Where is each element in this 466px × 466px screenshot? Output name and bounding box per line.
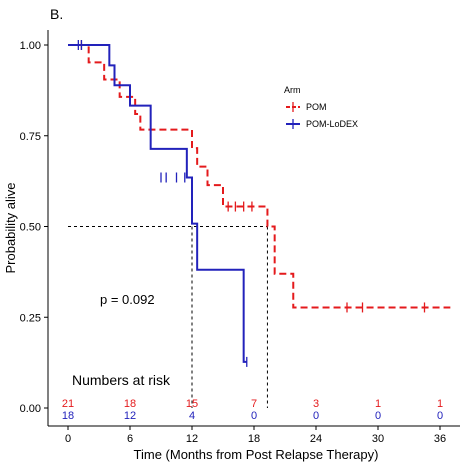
x-tick-label: 18 [248,433,260,445]
axes [47,30,460,427]
risk-table: 21 18 15 7 3 1 118 12 4 0 0 0 0 [62,398,443,422]
p-value-annotation: p = 0.092 [100,292,155,307]
legend-title: Arm [284,85,301,95]
risk-count: 3 [313,398,319,410]
x-ticks: 0 6 12 18 24 30 36 [65,426,446,445]
risk-count: 1 [375,398,381,410]
survival-curves [68,44,451,363]
legend-item: POM-LoDEX [286,119,358,129]
x-tick-label: 36 [434,433,446,445]
x-tick-label: 12 [186,433,198,445]
survival-curve-pom [68,44,451,309]
y-tick-label: 0.25 [20,312,41,324]
panel-label: B. [50,6,63,22]
y-tick-label: 0.50 [20,222,41,234]
risk-count: 0 [251,410,257,422]
risk-count: 12 [124,410,136,422]
risk-count: 1 [437,398,443,410]
x-tick-label: 0 [65,433,71,445]
y-axis-label: Probability alive [3,182,18,273]
risk-count: 21 [62,398,74,410]
x-tick-label: 6 [127,433,133,445]
risk-count: 7 [251,398,257,410]
x-tick-label: 30 [372,433,384,445]
y-ticks: 0.00 0.25 0.50 0.75 1.00 [20,40,48,415]
risk-count: 4 [189,410,195,422]
legend-item: POM [286,102,327,112]
risk-count: 18 [124,398,136,410]
median-reference-lines [68,226,268,408]
y-tick-label: 1.00 [20,40,41,52]
risk-count: 0 [375,410,381,422]
risk-count: 15 [186,398,198,410]
risk-count: 0 [313,410,319,422]
legend-label: POM-LoDEX [306,119,358,129]
risk-table-title: Numbers at risk [72,372,171,388]
y-tick-label: 0.00 [20,403,41,415]
x-axis-label: Time (Months from Post Relapse Therapy) [134,447,379,462]
legend-label: POM [306,102,327,112]
x-tick-label: 24 [310,433,322,445]
y-tick-label: 0.75 [20,131,41,143]
survival-curve-pom-lodex [68,44,247,363]
risk-count: 0 [437,410,443,422]
censor-marks [77,40,426,367]
risk-count: 18 [62,410,74,422]
legend: Arm POM POM-LoDEX [284,85,358,129]
